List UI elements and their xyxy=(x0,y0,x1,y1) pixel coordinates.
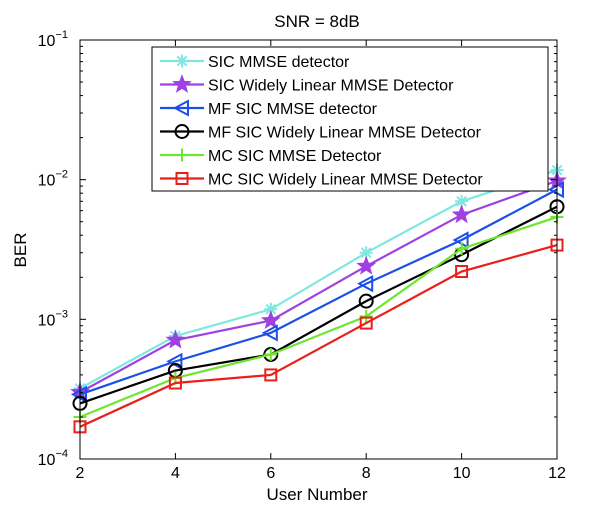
y-tick-label: 10−1 xyxy=(38,29,68,50)
data-point xyxy=(455,265,469,279)
legend-entry: SIC Widely Linear MMSE Detector xyxy=(160,74,454,95)
data-point xyxy=(172,99,189,117)
data-point xyxy=(175,172,189,185)
x-tick-label: 2 xyxy=(76,465,85,482)
series-line xyxy=(79,169,558,390)
x-tick-label: 8 xyxy=(362,465,371,482)
x-tick-label: 6 xyxy=(266,465,275,482)
x-tick-label: 10 xyxy=(453,465,471,482)
data-point xyxy=(175,148,189,162)
series-line xyxy=(79,188,558,396)
data-point xyxy=(260,310,281,329)
data-point xyxy=(174,124,190,139)
legend-entry: MF SIC MMSE detector xyxy=(160,99,378,118)
data-point xyxy=(261,324,278,342)
data-point xyxy=(359,316,373,330)
y-axis-label: BER xyxy=(11,233,30,268)
data-point xyxy=(172,74,192,93)
series-3 xyxy=(70,180,564,404)
y-tick-label: 10−2 xyxy=(38,169,68,190)
series-line xyxy=(79,215,558,418)
data-point xyxy=(359,309,373,323)
x-axis-label: User Number xyxy=(266,485,367,504)
data-point xyxy=(358,293,374,309)
legend-label: MC SIC Widely Linear MMSE Detector xyxy=(208,172,483,189)
legend-label: SIC Widely Linear MMSE Detector xyxy=(208,78,454,95)
series-line xyxy=(79,205,558,405)
x-tick-label: 4 xyxy=(171,465,180,482)
legend-entry: SIC MMSE detector xyxy=(160,54,350,71)
axis-ticks: 2 4 6 8 10 12 10−4 10−3 10−2 10−1 xyxy=(38,29,566,482)
chart-title: SNR = 8dB xyxy=(274,12,360,31)
legend-label: MC SIC MMSE Detector xyxy=(208,148,382,165)
legend: SIC MMSE detector SIC Widely Linear MMSE … xyxy=(151,46,549,192)
legend-entry: MC SIC MMSE Detector xyxy=(160,148,382,165)
legend-entry: MF SIC Widely Linear MMSE Detector xyxy=(160,124,482,142)
data-point xyxy=(356,255,377,275)
plot-series xyxy=(70,163,567,434)
data-point xyxy=(165,329,186,349)
data-point xyxy=(264,368,278,382)
axes-box xyxy=(79,39,558,460)
legend-entry: MC SIC Widely Linear MMSE Detector xyxy=(160,172,483,189)
data-point xyxy=(168,376,182,390)
data-point xyxy=(455,242,469,256)
series-line xyxy=(79,179,558,394)
data-point xyxy=(264,348,278,362)
series-line xyxy=(79,244,558,428)
legend-box xyxy=(151,46,549,192)
series-5 xyxy=(73,210,564,424)
legend-label: MF SIC Widely Linear MMSE Detector xyxy=(208,125,482,142)
data-point xyxy=(264,302,278,316)
y-tick-label: 10−3 xyxy=(38,308,68,329)
legend-label: SIC MMSE detector xyxy=(208,54,350,71)
data-point xyxy=(455,194,469,208)
series-1 xyxy=(73,163,564,395)
x-tick-label: 12 xyxy=(548,465,566,482)
legend-label: MF SIC MMSE detector xyxy=(208,101,378,118)
y-tick-label: 10−4 xyxy=(38,448,68,469)
series-2 xyxy=(70,170,567,401)
data-point xyxy=(451,204,472,224)
data-point xyxy=(175,54,189,68)
series-4 xyxy=(72,199,565,411)
data-point xyxy=(357,275,374,293)
data-point xyxy=(359,246,373,260)
